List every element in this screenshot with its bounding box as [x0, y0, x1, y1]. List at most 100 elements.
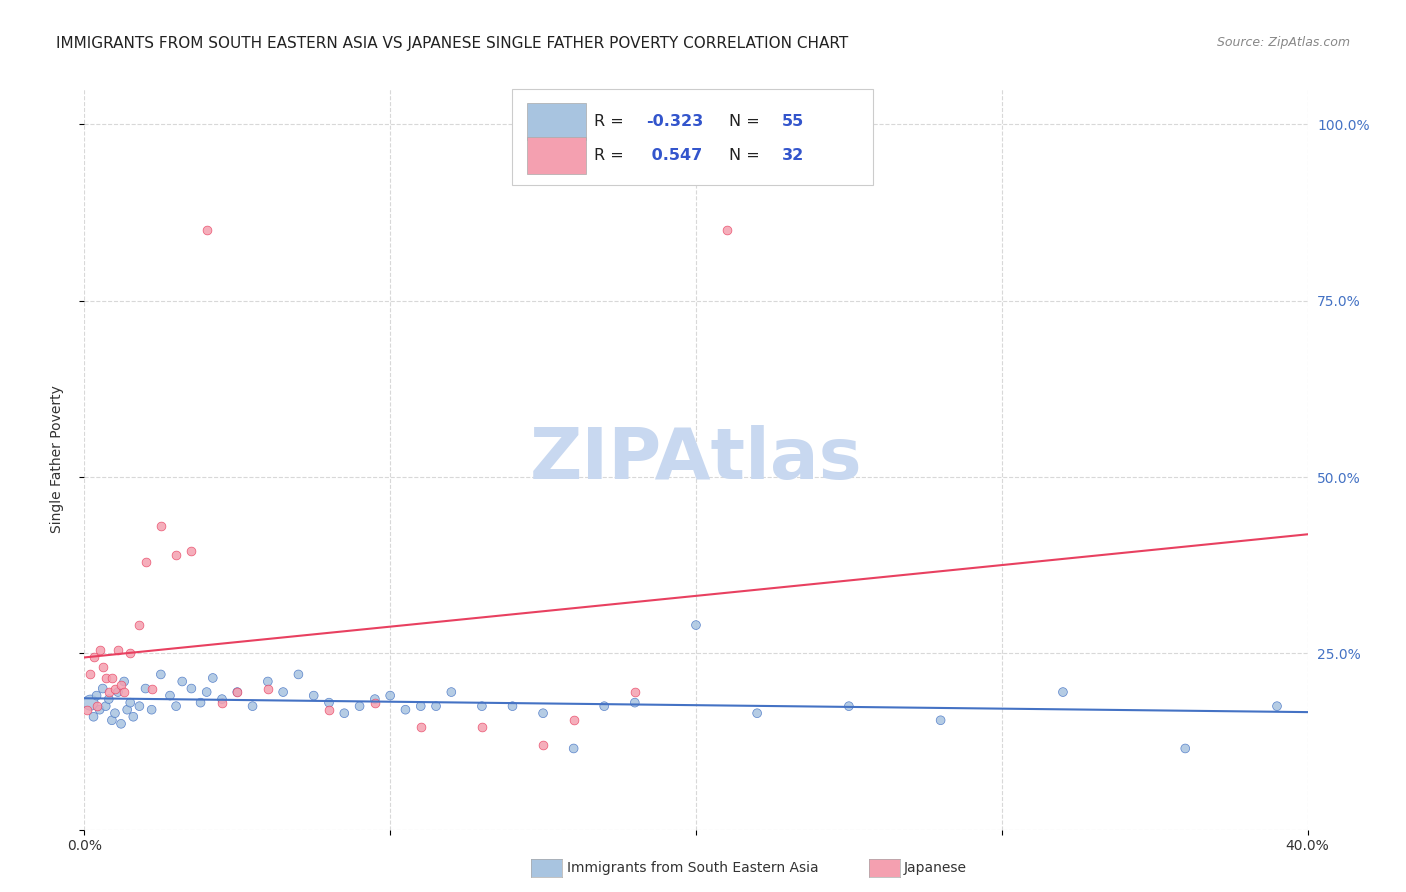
- Point: [97, 685, 120, 699]
- Point: [101, 713, 124, 727]
- Point: [149, 519, 172, 533]
- Point: [128, 699, 150, 714]
- FancyBboxPatch shape: [527, 103, 586, 139]
- Point: [929, 713, 952, 727]
- Point: [593, 699, 616, 714]
- Point: [287, 667, 309, 681]
- Text: 55: 55: [782, 113, 804, 128]
- Point: [624, 696, 647, 710]
- Point: [425, 699, 447, 714]
- Point: [257, 681, 280, 696]
- Point: [747, 706, 769, 721]
- Point: [685, 618, 707, 632]
- Point: [562, 713, 585, 727]
- Point: [1265, 699, 1288, 714]
- Point: [380, 689, 402, 703]
- Point: [471, 720, 494, 734]
- Point: [180, 544, 202, 558]
- Point: [83, 710, 105, 724]
- Point: [531, 738, 554, 752]
- Point: [502, 699, 524, 714]
- Text: -0.323: -0.323: [645, 113, 703, 128]
- Point: [562, 741, 585, 756]
- Point: [195, 685, 218, 699]
- Text: N =: N =: [728, 148, 765, 163]
- Point: [1052, 685, 1074, 699]
- Point: [165, 699, 187, 714]
- Point: [149, 667, 172, 681]
- Point: [112, 685, 135, 699]
- Point: [333, 706, 356, 721]
- Point: [838, 699, 860, 714]
- Point: [394, 703, 416, 717]
- Point: [110, 716, 132, 731]
- Text: 0.547: 0.547: [645, 148, 702, 163]
- Text: ZIPAtlas: ZIPAtlas: [530, 425, 862, 494]
- Point: [97, 692, 120, 706]
- FancyBboxPatch shape: [527, 137, 586, 174]
- Point: [257, 674, 280, 689]
- Point: [190, 696, 212, 710]
- Point: [471, 699, 494, 714]
- Point: [242, 699, 264, 714]
- Point: [180, 681, 202, 696]
- Point: [440, 685, 463, 699]
- Point: [86, 699, 108, 714]
- Text: N =: N =: [728, 113, 765, 128]
- Point: [195, 223, 218, 237]
- Point: [83, 649, 105, 664]
- Point: [135, 555, 157, 569]
- Point: [89, 703, 111, 717]
- FancyBboxPatch shape: [513, 89, 873, 186]
- Point: [318, 703, 340, 717]
- Point: [91, 660, 114, 674]
- Point: [531, 706, 554, 721]
- Point: [79, 667, 101, 681]
- Point: [226, 685, 249, 699]
- Text: Source: ZipAtlas.com: Source: ZipAtlas.com: [1216, 36, 1350, 49]
- Point: [79, 696, 101, 710]
- Point: [364, 696, 387, 710]
- Point: [112, 674, 135, 689]
- Point: [172, 674, 194, 689]
- Point: [318, 696, 340, 710]
- Y-axis label: Single Father Poverty: Single Father Poverty: [49, 385, 63, 533]
- Text: R =: R =: [595, 148, 630, 163]
- Point: [201, 671, 224, 685]
- Text: Japanese: Japanese: [904, 861, 967, 875]
- Point: [91, 681, 114, 696]
- Point: [302, 689, 325, 703]
- Point: [101, 671, 124, 685]
- Point: [409, 699, 432, 714]
- Point: [211, 696, 233, 710]
- Text: Immigrants from South Eastern Asia: Immigrants from South Eastern Asia: [567, 861, 818, 875]
- Point: [120, 646, 142, 660]
- Text: 32: 32: [782, 148, 804, 163]
- Point: [226, 685, 249, 699]
- Point: [409, 720, 432, 734]
- Point: [107, 685, 129, 699]
- Point: [107, 642, 129, 657]
- Point: [141, 681, 163, 696]
- Point: [211, 692, 233, 706]
- Text: R =: R =: [595, 113, 630, 128]
- Point: [89, 642, 111, 657]
- Point: [104, 706, 127, 721]
- Point: [135, 681, 157, 696]
- Point: [122, 710, 145, 724]
- Point: [120, 696, 142, 710]
- Point: [76, 703, 98, 717]
- Point: [1174, 741, 1197, 756]
- Point: [716, 223, 738, 237]
- Point: [110, 678, 132, 692]
- Point: [141, 703, 163, 717]
- Point: [86, 689, 108, 703]
- Point: [94, 699, 117, 714]
- Point: [165, 548, 187, 562]
- Point: [104, 681, 127, 696]
- Point: [349, 699, 371, 714]
- Point: [115, 703, 138, 717]
- Point: [128, 618, 150, 632]
- Point: [94, 671, 117, 685]
- Point: [159, 689, 181, 703]
